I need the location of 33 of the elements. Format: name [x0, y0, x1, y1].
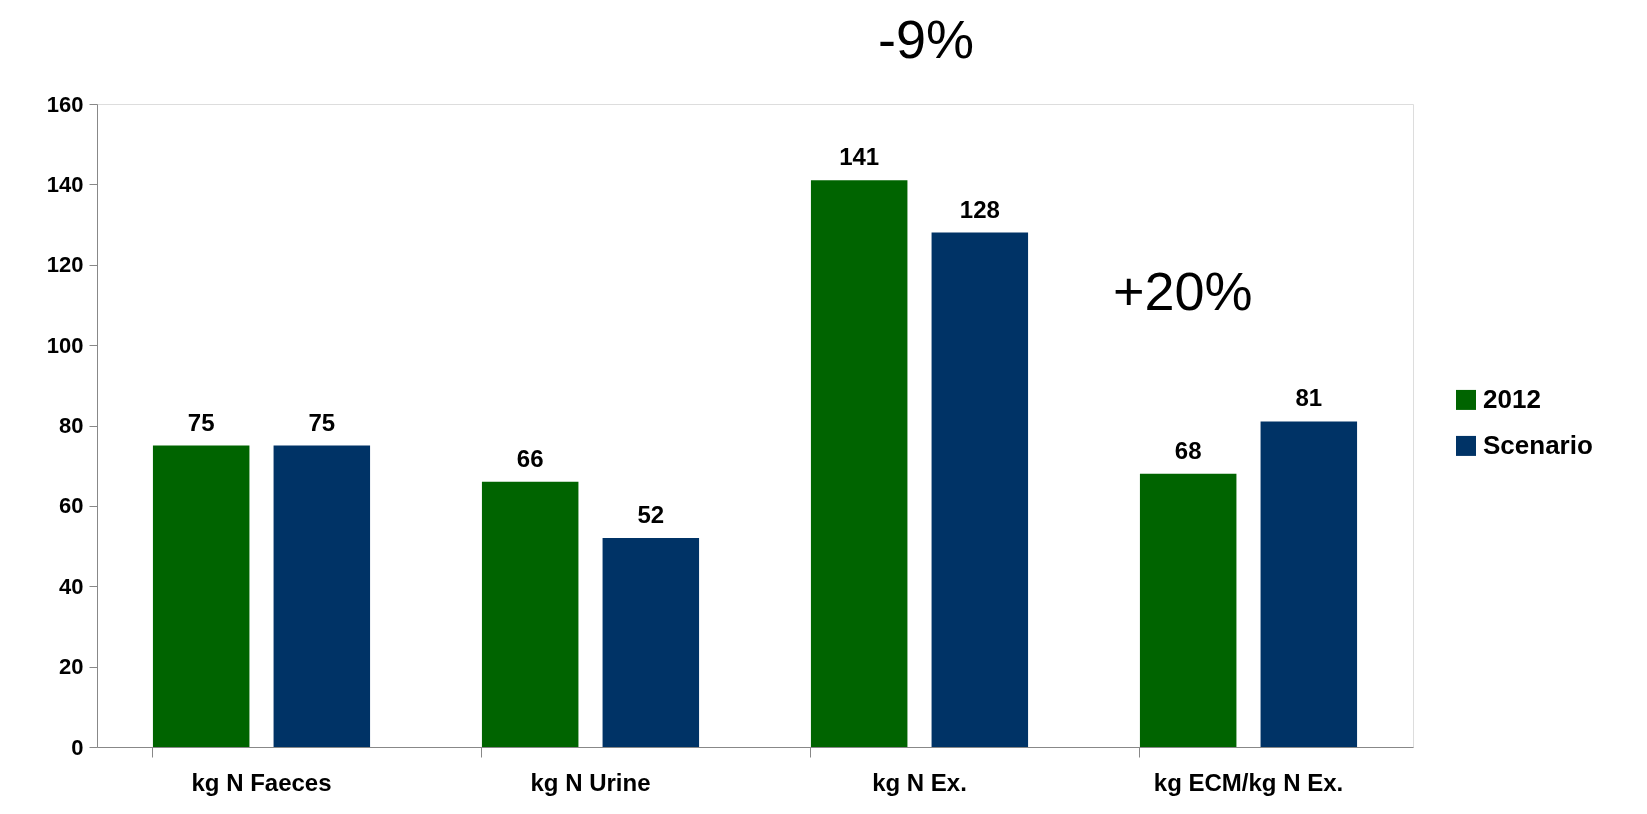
y-tick-label: 60 — [59, 493, 84, 519]
data-label: 68 — [1174, 436, 1202, 464]
data-label: 75 — [308, 408, 336, 436]
data-label: 128 — [959, 195, 1000, 223]
x-tick-label: kg ECM/kg N Ex. — [1153, 768, 1344, 796]
data-label: 52 — [637, 501, 665, 529]
x-tick-label: kg N Faeces — [191, 768, 332, 796]
bar — [1260, 421, 1358, 747]
y-tick-label: 40 — [59, 573, 84, 599]
annotation: +20% — [1112, 261, 1253, 321]
bar — [273, 445, 371, 747]
y-tick-label: 100 — [46, 332, 84, 358]
x-tick-label: kg N Urine — [530, 768, 651, 796]
y-tick-label: 0 — [71, 734, 84, 760]
y-tick-label: 140 — [46, 171, 84, 197]
bar — [931, 232, 1029, 747]
data-label: 75 — [187, 408, 215, 436]
bar — [481, 481, 579, 747]
x-tick-label: kg N Ex. — [872, 768, 967, 796]
bar — [152, 445, 250, 747]
data-label: 66 — [516, 444, 544, 472]
bar — [810, 180, 908, 747]
bar — [1139, 473, 1237, 747]
text: -9% — [878, 9, 975, 69]
bar — [602, 538, 700, 747]
y-tick-label: 120 — [46, 252, 84, 278]
data-label: 141 — [839, 143, 880, 171]
data-label: 81 — [1295, 384, 1323, 412]
y-tick-label: 160 — [46, 91, 84, 117]
y-tick-label: 80 — [59, 413, 84, 438]
legend-label: 2012 — [1483, 383, 1541, 414]
y-tick-label: 20 — [59, 654, 84, 680]
legend-label: Scenario — [1483, 429, 1593, 460]
